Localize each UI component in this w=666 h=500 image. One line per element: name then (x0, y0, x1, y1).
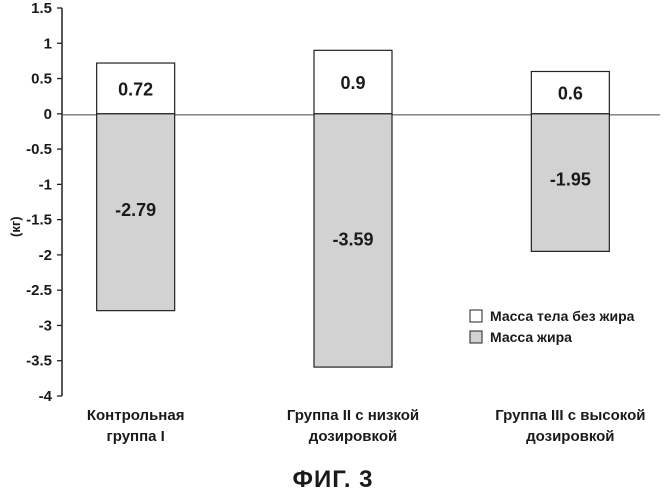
y-tick-label: -3.5 (26, 353, 52, 370)
x-category-label-line: дозировкой (526, 428, 614, 445)
y-tick-label: -1 (39, 176, 52, 193)
x-category-label-line: Группа III с высокой (495, 407, 645, 424)
y-tick-label: -2 (39, 247, 52, 264)
data-label: -2.79 (115, 200, 156, 220)
x-category-label-line: группа I (106, 428, 164, 445)
legend-label: Масса тела без жира (490, 308, 635, 324)
legend-swatch (470, 310, 482, 322)
data-label: 0.72 (118, 79, 153, 99)
y-tick-label: 1.5 (31, 0, 52, 17)
y-tick-label: -1.5 (26, 212, 52, 229)
x-category-label: Контрольная группа I (87, 407, 185, 445)
y-tick-label: 1 (44, 35, 52, 52)
data-label: 0.6 (558, 84, 583, 104)
y-tick-label: 0 (44, 106, 52, 123)
y-tick-label: -4 (39, 388, 53, 405)
y-tick-label: -0.5 (26, 141, 52, 158)
x-category-label-line: Группа II с низкой (287, 407, 419, 424)
x-category-label: Группа II с низкой дозировкой (287, 407, 419, 445)
y-tick-label: 0.5 (31, 71, 52, 88)
y-tick-label: -3 (39, 317, 52, 334)
x-category-label: Группа III с высокой дозировкой (495, 407, 645, 445)
y-axis-label: (кг) (8, 216, 23, 237)
figure-caption: ФИГ. 3 (0, 466, 666, 494)
legend-swatch (470, 331, 482, 343)
x-category-label-line: дозировкой (309, 428, 397, 445)
data-label: -1.95 (550, 169, 591, 189)
legend-label: Масса жира (490, 329, 572, 345)
legend: Масса тела без жира Масса жира (470, 308, 635, 345)
data-label: -3.59 (332, 230, 373, 250)
data-label: 0.9 (340, 73, 365, 93)
x-category-label-line: Контрольная (87, 407, 185, 424)
y-tick-label: -2.5 (26, 282, 52, 299)
